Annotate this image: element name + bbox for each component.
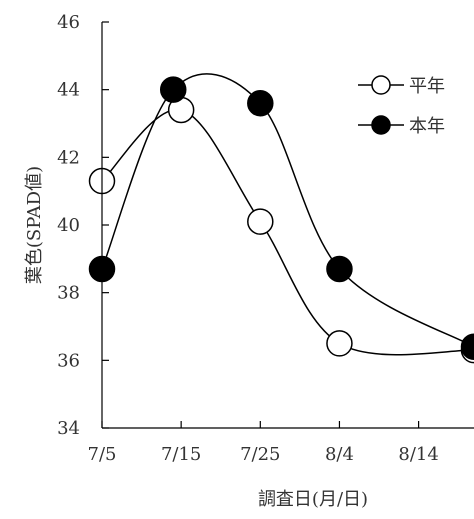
y-tick-label: 38: [57, 283, 80, 304]
y-tick-label: 44: [57, 80, 80, 101]
legend-marker-2: [371, 115, 391, 135]
series-line-2: [101, 73, 474, 348]
y-axis-title: 葉色(SPAD値): [24, 166, 45, 284]
legend-marker-1: [371, 75, 391, 95]
data-point-series-1: [247, 208, 274, 235]
x-tick-label: 7/25: [240, 444, 280, 465]
x-tick-label: 7/5: [88, 444, 117, 465]
legend-label-2: 本年: [409, 116, 445, 137]
x-tick-label: 8/4: [325, 444, 354, 465]
data-point-series-1: [326, 330, 353, 357]
series-line-1: [101, 108, 474, 356]
data-point-series-2: [460, 333, 474, 361]
x-tick-label: 7/15: [161, 444, 201, 465]
x-tick-label: 8/14: [398, 444, 438, 465]
y-tick-label: 36: [57, 350, 80, 371]
data-point-series-2: [326, 255, 353, 283]
y-tick-label: 34: [57, 418, 80, 439]
data-point-series-2: [159, 76, 187, 103]
data-point-series-2: [247, 89, 274, 117]
plot-area: [88, 73, 474, 364]
x-axis-title: 調査日(月/日): [258, 489, 368, 510]
y-tick-label: 42: [57, 147, 80, 168]
y-tick-label: 40: [57, 215, 80, 236]
axes: 34 36 38 40 42 44 46 7/5 7/15 7/25 8/4 8/14: [57, 12, 474, 465]
y-tick-label: 46: [57, 12, 80, 33]
legend-label-1: 平年: [409, 76, 445, 97]
